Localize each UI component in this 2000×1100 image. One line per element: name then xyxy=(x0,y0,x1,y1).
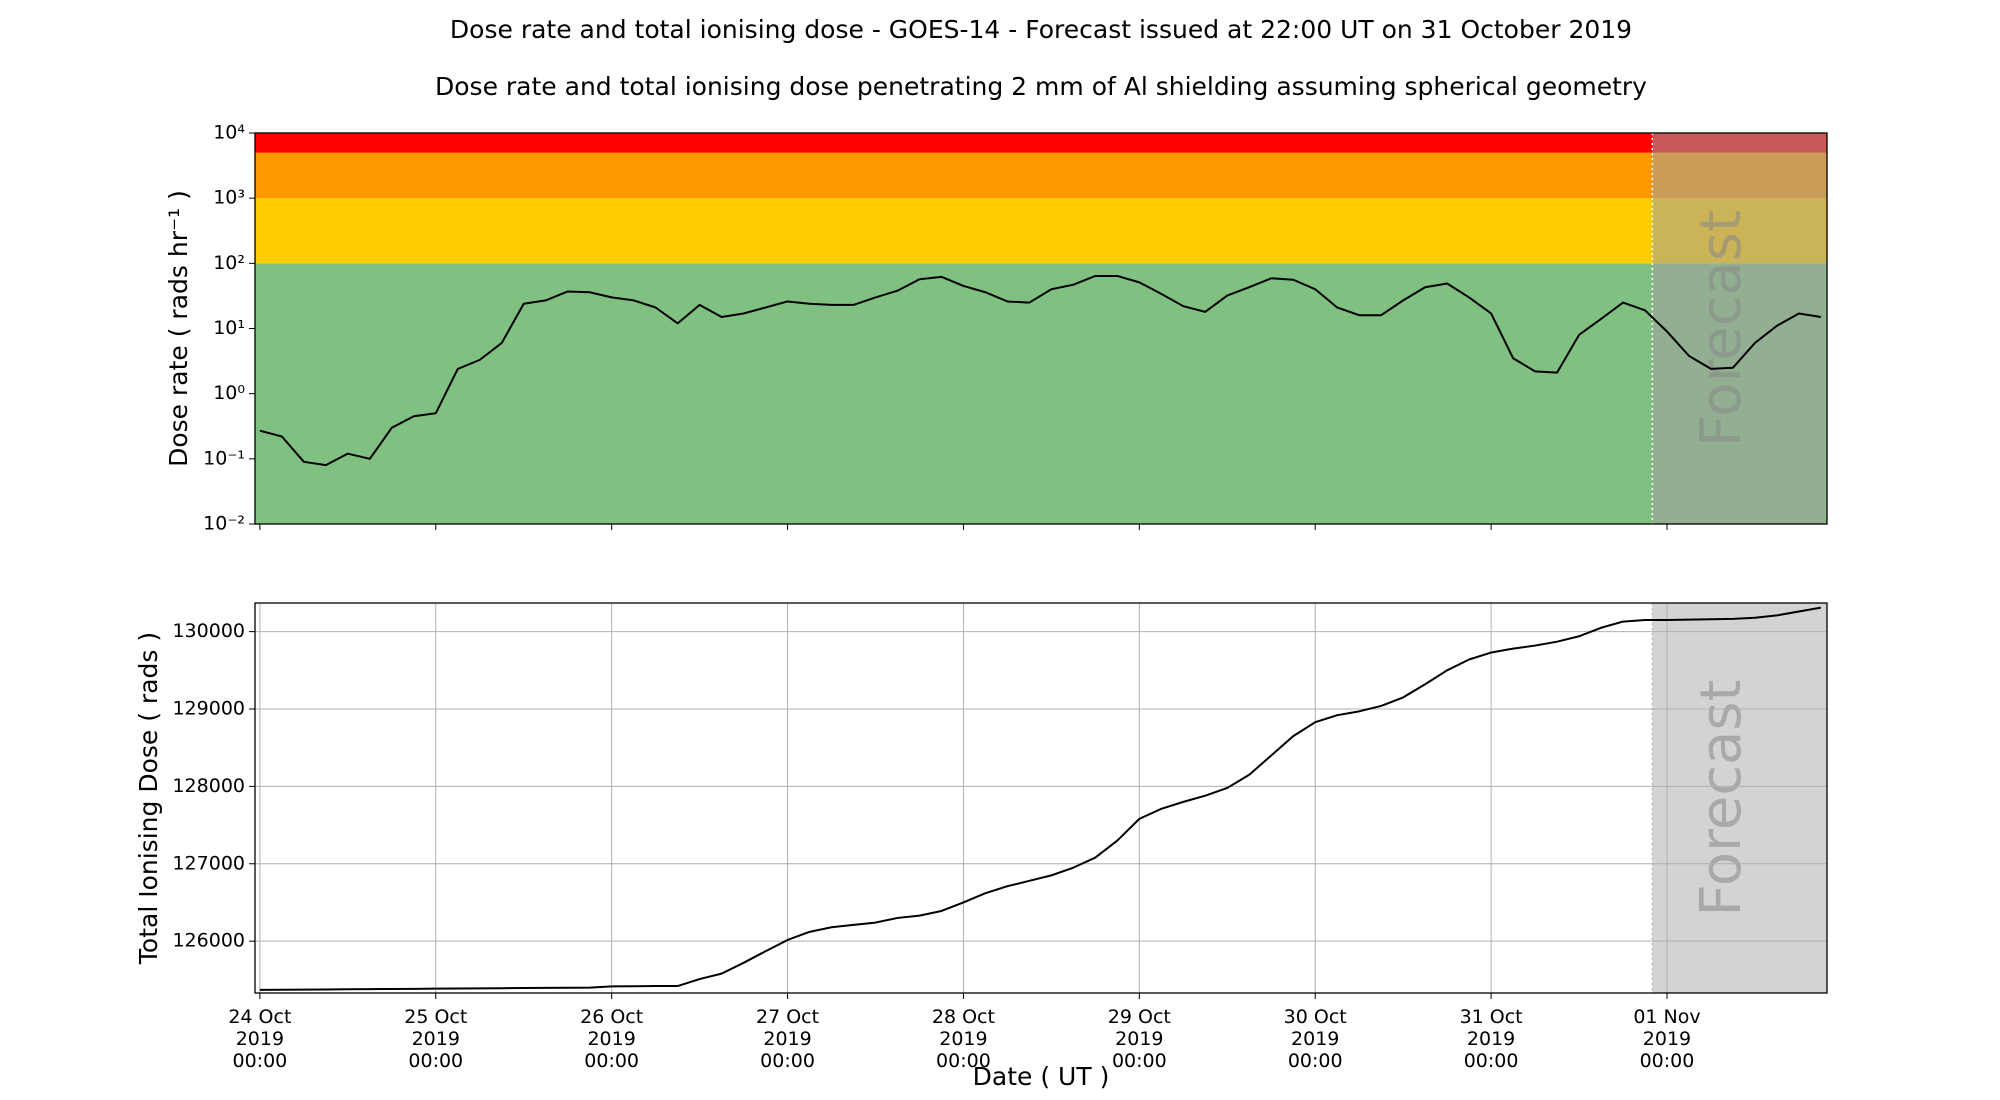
x-tick-label-line: 24 Oct xyxy=(228,1006,291,1028)
x-tick-label-line: 2019 xyxy=(412,1028,460,1050)
x-tick-label: 31 Oct 2019 00:00 xyxy=(1460,1006,1523,1072)
y-tick-label: 10² xyxy=(213,252,245,274)
x-tick-label-line: 2019 xyxy=(236,1028,284,1050)
x-tick-label-line: 2019 xyxy=(1467,1028,1515,1050)
x-tick-label-line: 00:00 xyxy=(760,1050,815,1072)
x-tick-label: 27 Oct 2019 00:00 xyxy=(756,1006,819,1072)
chart-subtitle: Dose rate and total ionising dose penetr… xyxy=(435,72,1647,101)
x-tick-label: 29 Oct 2019 00:00 xyxy=(1108,1006,1171,1072)
x-tick-label-line: 2019 xyxy=(1643,1028,1691,1050)
x-tick-label-line: 25 Oct xyxy=(404,1006,467,1028)
chart-title: Dose rate and total ionising dose - GOES… xyxy=(450,15,1632,44)
data-line xyxy=(259,606,1822,991)
x-tick-label: 28 Oct 2019 00:00 xyxy=(932,1006,995,1072)
y-tick-label: 10⁰ xyxy=(213,382,245,404)
x-tick-label-line: 00:00 xyxy=(584,1050,639,1072)
x-tick-label: 24 Oct 2019 00:00 xyxy=(228,1006,291,1072)
forecast-label: Forecast xyxy=(1689,210,1754,447)
forecast-region xyxy=(1652,603,1827,993)
x-tick-label: 01 Nov 2019 00:00 xyxy=(1633,1006,1700,1072)
y-tick-label: 130000 xyxy=(172,620,245,642)
x-tick-label-line: 00:00 xyxy=(936,1050,991,1072)
plot-frame xyxy=(254,132,1828,525)
x-tick-label-line: 01 Nov xyxy=(1633,1006,1700,1028)
threshold-band xyxy=(255,263,1827,524)
x-tick-label-line: 00:00 xyxy=(233,1050,288,1072)
data-line xyxy=(259,274,1822,467)
y-tick-label: 10³ xyxy=(213,187,245,209)
x-tick-label: 26 Oct 2019 00:00 xyxy=(580,1006,643,1072)
x-axis-label: Date ( UT ) xyxy=(973,1062,1110,1091)
x-tick-label-line: 00:00 xyxy=(1112,1050,1167,1072)
x-tick-label-line: 29 Oct xyxy=(1108,1006,1171,1028)
x-tick-label-line: 28 Oct xyxy=(932,1006,995,1028)
x-tick-label-line: 2019 xyxy=(1291,1028,1339,1050)
x-tick-label-line: 00:00 xyxy=(408,1050,463,1072)
x-tick-label-line: 30 Oct xyxy=(1284,1006,1347,1028)
y-tick-label: 10⁻² xyxy=(203,513,245,535)
x-tick-label-line: 2019 xyxy=(763,1028,811,1050)
y-tick-label: 126000 xyxy=(172,930,245,952)
x-tick-label-line: 00:00 xyxy=(1640,1050,1695,1072)
threshold-band xyxy=(255,152,1827,199)
plot-frame xyxy=(254,602,1828,994)
forecast-label: Forecast xyxy=(1689,680,1754,917)
y-tick-label: 128000 xyxy=(172,775,245,797)
y-tick-label: 10¹ xyxy=(213,317,245,339)
threshold-band xyxy=(255,133,1827,153)
x-tick-label: 30 Oct 2019 00:00 xyxy=(1284,1006,1347,1072)
y-tick-label: 10⁴ xyxy=(213,122,245,144)
x-tick-label-line: 00:00 xyxy=(1464,1050,1519,1072)
threshold-band xyxy=(255,198,1827,264)
x-tick-label-line: 26 Oct xyxy=(580,1006,643,1028)
y-axis-label: Total Ionising Dose ( rads ) xyxy=(134,632,163,965)
y-tick-label: 129000 xyxy=(172,698,245,720)
y-axis-label: Dose rate ( rads hr⁻¹ ) xyxy=(164,190,193,467)
x-tick-label-line: 31 Oct xyxy=(1460,1006,1523,1028)
y-tick-label: 10⁻¹ xyxy=(203,447,245,469)
x-tick-label-line: 2019 xyxy=(1115,1028,1163,1050)
x-tick-label-line: 00:00 xyxy=(1288,1050,1343,1072)
forecast-region xyxy=(1652,133,1827,524)
y-tick-label: 127000 xyxy=(172,852,245,874)
x-tick-label-line: 27 Oct xyxy=(756,1006,819,1028)
x-tick-label: 25 Oct 2019 00:00 xyxy=(404,1006,467,1072)
x-tick-label-line: 2019 xyxy=(939,1028,987,1050)
x-tick-label-line: 2019 xyxy=(587,1028,635,1050)
